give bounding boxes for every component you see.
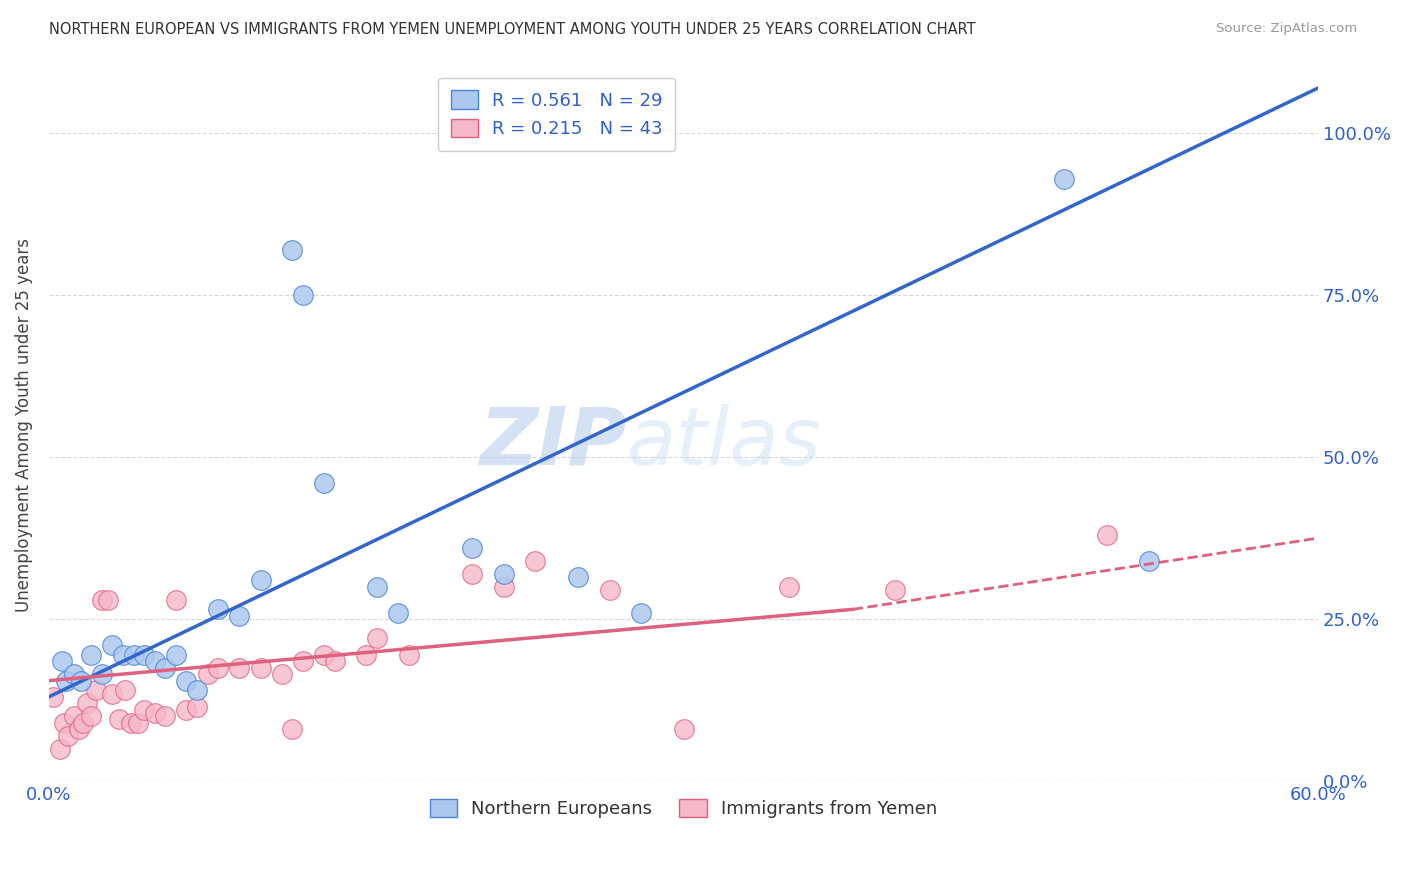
Point [122,648,145,662]
Point [1095,528,1118,542]
Point [63,667,86,681]
Point [312,648,335,662]
Point [228,608,250,623]
Point [207,602,229,616]
Point [778,580,800,594]
Point [143,654,166,668]
Point [312,476,335,491]
Point [599,582,621,597]
Point [134,648,156,662]
Point [186,699,208,714]
Point [567,570,589,584]
Point [291,288,314,302]
Point [55,673,77,688]
Point [492,566,515,581]
Point [884,582,907,597]
Point [176,673,198,688]
Point [366,580,388,594]
Point [207,660,229,674]
Point [249,573,271,587]
Point [197,667,219,681]
Point [165,648,187,662]
Point [492,580,515,594]
Point [176,703,198,717]
Point [524,554,547,568]
Point [1053,171,1076,186]
Point [461,541,484,555]
Point [101,638,124,652]
Point [366,632,388,646]
Point [97,592,120,607]
Point [84,683,107,698]
Point [111,648,134,662]
Point [270,667,292,681]
Point [56,729,79,743]
Point [72,715,94,730]
Point [121,715,143,730]
Point [672,722,695,736]
Point [323,654,346,668]
Point [155,709,177,723]
Point [48,741,70,756]
Text: Source: ZipAtlas.com: Source: ZipAtlas.com [1216,22,1357,36]
Point [461,566,484,581]
Point [281,243,304,257]
Point [165,592,187,607]
Legend: Northern Europeans, Immigrants from Yemen: Northern Europeans, Immigrants from Yeme… [423,791,945,825]
Point [249,660,271,674]
Point [90,592,112,607]
Point [291,654,314,668]
Point [69,673,91,688]
Point [630,606,652,620]
Text: atlas: atlas [627,403,821,482]
Point [90,667,112,681]
Y-axis label: Unemployment Among Youth under 25 years: Unemployment Among Youth under 25 years [15,238,32,612]
Point [281,722,304,736]
Point [107,713,129,727]
Point [143,706,166,720]
Point [42,690,65,704]
Point [387,606,409,620]
Point [356,648,378,662]
Point [398,648,420,662]
Point [51,654,73,668]
Point [76,696,98,710]
Point [228,660,250,674]
Point [155,660,177,674]
Text: ZIP: ZIP [479,403,627,482]
Point [186,683,208,698]
Point [134,703,156,717]
Point [114,683,136,698]
Point [52,715,75,730]
Point [101,687,124,701]
Point [80,648,103,662]
Point [127,715,149,730]
Point [80,709,103,723]
Point [67,722,90,736]
Point [1137,554,1160,568]
Text: NORTHERN EUROPEAN VS IMMIGRANTS FROM YEMEN UNEMPLOYMENT AMONG YOUTH UNDER 25 YEA: NORTHERN EUROPEAN VS IMMIGRANTS FROM YEM… [49,22,976,37]
Point [63,709,86,723]
